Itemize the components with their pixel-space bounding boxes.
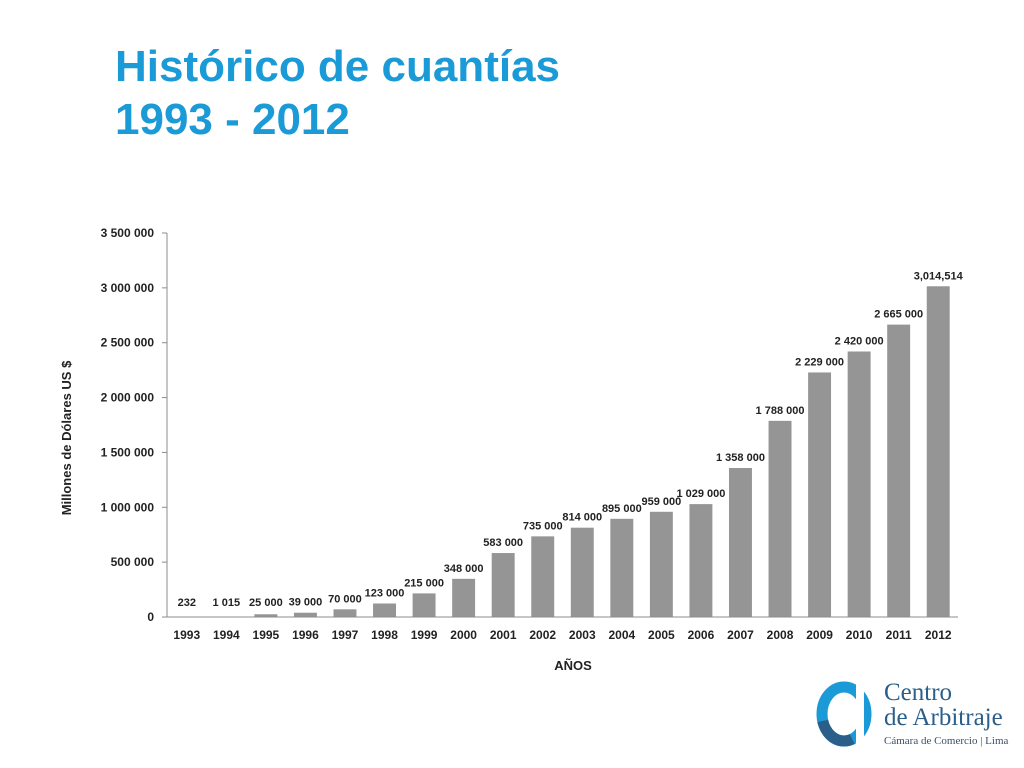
slide-title-line2: 1993 - 2012 [115,95,350,144]
x-tick-label: 2002 [529,628,556,642]
x-tick-label: 2009 [806,628,833,642]
bar-1996 [293,612,317,617]
x-axis-ticks: 1993 1994 1995 1996 1997 1998 1999 2000 2001 2002… [173,628,951,642]
centro-de-arbitraje-logo: Centro de Arbitraje Cámara de Comercio |… [812,678,1012,754]
data-label-2008: 1 788 000 [756,405,805,417]
x-tick-label: 2005 [648,628,675,642]
data-label-2002: 735 000 [523,520,563,532]
y-tick-label: 2 500 000 [101,336,155,350]
data-label-1993: 232 [178,597,196,609]
data-label-2005: 959 000 [641,496,681,508]
y-tick-label: 3 500 000 [101,226,155,240]
data-label-2001: 583 000 [483,537,523,549]
data-label-2004: 895 000 [602,503,642,515]
y-tick-label: 1 500 000 [101,445,155,459]
y-tick-label: 2 000 000 [101,391,155,405]
data-label-1998: 123 000 [365,588,405,600]
data-label-2012: 3,014,514 [914,270,964,282]
data-label-2007: 1 358 000 [716,452,765,464]
logo-line2: de Arbitraje [884,704,1003,731]
bar-1998 [373,603,396,617]
data-label-2003: 814 000 [562,512,602,524]
x-tick-label: 2003 [569,628,596,642]
x-tick-label: 2011 [886,628,912,642]
bar-2005 [649,511,673,617]
data-label-1997: 70 000 [328,593,362,605]
bar-1999 [412,593,436,617]
x-tick-label: 2012 [925,628,952,642]
data-label-2006: 1 029 000 [676,488,725,500]
y-tick-label: 3 000 000 [101,281,155,295]
x-tick-label: 1997 [332,628,359,642]
data-label-1994: 1 015 [213,597,241,609]
bars-group [175,286,950,617]
bar-2009 [808,372,832,617]
x-tick-label: 1996 [292,628,319,642]
circle-ring-logo-icon [816,681,872,747]
x-tick-label: 2006 [688,628,715,642]
x-tick-label: 1995 [253,628,280,642]
x-tick-label: 1998 [371,628,398,642]
bar-2001 [491,553,515,617]
y-axis-title: Millones de Dólares US $ [59,360,74,515]
logo-line1: Centro [884,679,953,706]
bar-2006 [689,504,713,617]
x-tick-label: 2001 [490,628,517,642]
bar-2010 [847,351,871,617]
x-tick-label: 2010 [846,628,873,642]
bar-2008 [768,420,792,617]
data-label-2011: 2 665 000 [874,309,923,321]
y-tick-label: 500 000 [111,555,155,569]
x-tick-label: 2000 [450,628,477,642]
y-axis-ticks: 0 500 000 1 000 000 1 500 000 2 000 000 2 500… [101,226,167,624]
data-label-1996: 39 000 [289,597,323,609]
slide-title-line1: Histórico de cuantías [115,42,561,91]
bar-2011 [887,324,911,617]
x-axis-title: AÑOS [554,658,592,673]
y-tick-label: 0 [147,610,154,624]
x-tick-label: 2008 [767,628,794,642]
data-label-2010: 2 420 000 [835,335,884,347]
data-label-2000: 348 000 [444,563,484,575]
x-tick-label: 1999 [411,628,438,642]
data-label-1995: 25 000 [249,597,283,609]
bar-1997 [333,609,357,617]
bar-2012 [926,286,950,617]
bar-2002 [531,536,555,617]
x-tick-label: 2004 [608,628,635,642]
x-tick-label: 1993 [173,628,200,642]
logo-line3: Cámara de Comercio | Lima [884,735,1009,747]
bar-2000 [452,578,476,617]
bar-2007 [729,468,752,617]
data-label-1999: 215 000 [404,577,444,589]
bar-2003 [570,527,594,617]
y-tick-label: 1 000 000 [101,500,155,514]
bar-2004 [610,518,634,617]
bar-1995 [254,614,278,617]
slide-title: Histórico de cuantías 1993 - 2012 [115,40,560,146]
data-label-2009: 2 229 000 [795,356,844,368]
x-tick-label: 1994 [213,628,240,642]
x-tick-label: 2007 [727,628,754,642]
